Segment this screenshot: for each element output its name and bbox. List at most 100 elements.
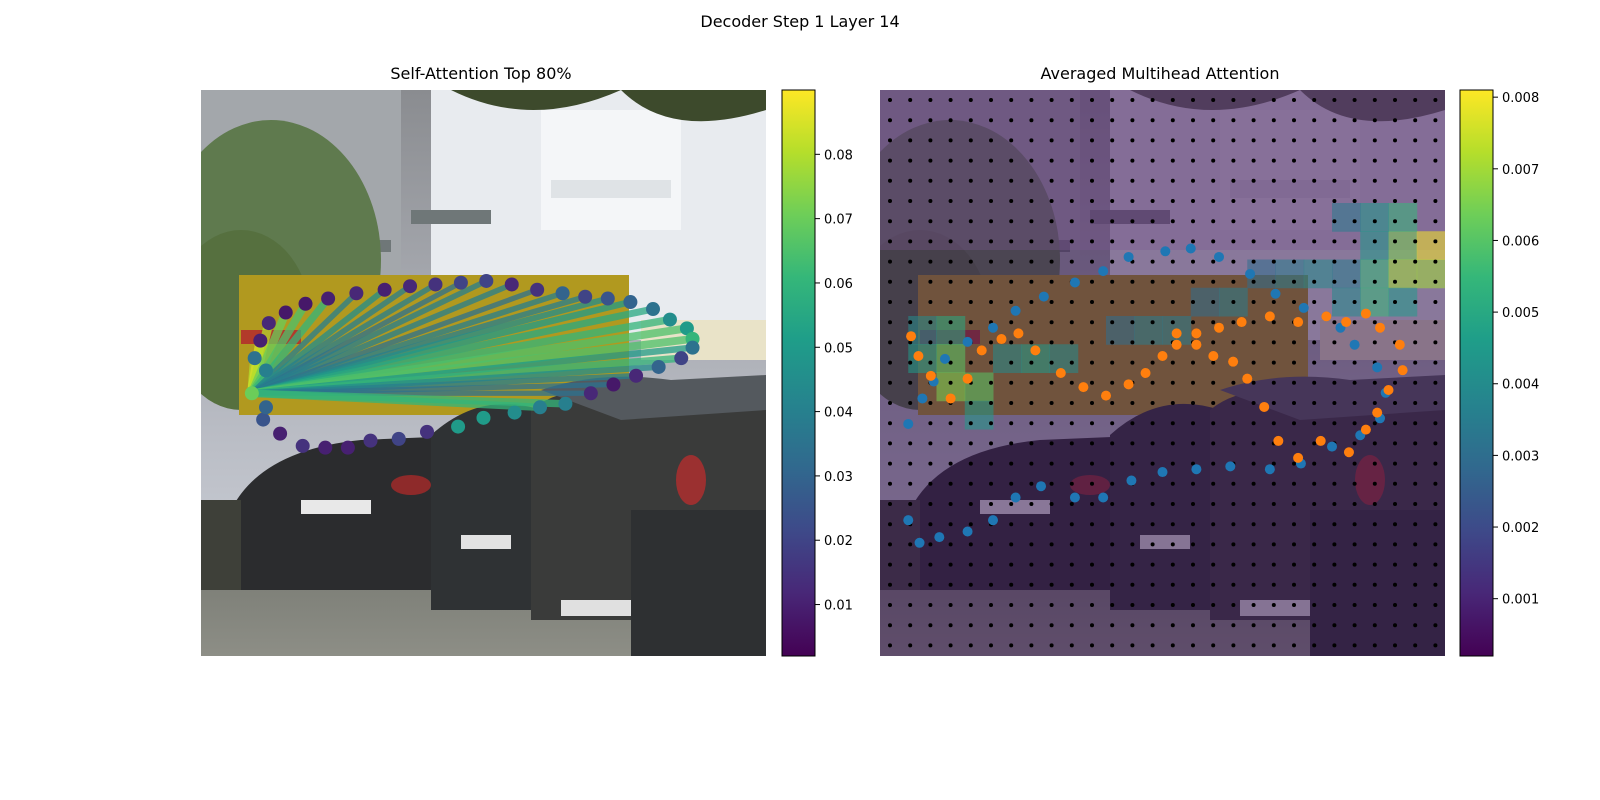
grid-dot xyxy=(1231,259,1236,264)
grid-dot xyxy=(1170,481,1175,486)
grid-dot xyxy=(1372,320,1377,325)
grid-dot xyxy=(928,522,933,527)
grid-dot xyxy=(989,481,993,486)
grid-dot xyxy=(968,239,973,244)
grid-dot xyxy=(1069,461,1074,466)
point-marker xyxy=(507,405,522,420)
grid-dot xyxy=(1211,582,1216,587)
colorbar-tick-label: 0.06 xyxy=(824,277,853,292)
grid-dot xyxy=(908,481,913,486)
blue-point xyxy=(1069,492,1080,503)
grid-dot xyxy=(1130,239,1135,244)
grid-dot xyxy=(1332,562,1337,567)
grid-dot xyxy=(1009,441,1014,446)
grid-dot xyxy=(1352,562,1357,567)
grid-dot xyxy=(1069,380,1074,385)
grid-dot xyxy=(1433,219,1438,224)
grid-dot xyxy=(1433,603,1438,607)
orange-point xyxy=(1208,351,1219,362)
grid-dot xyxy=(1372,118,1377,123)
grid-dot xyxy=(989,279,993,284)
grid-dot xyxy=(1251,158,1256,163)
point-marker xyxy=(247,351,262,366)
grid-dot xyxy=(968,461,973,466)
grid-dot xyxy=(1170,421,1175,426)
grid-dot xyxy=(1009,562,1014,567)
point-marker xyxy=(428,277,443,292)
grid-dot xyxy=(1352,138,1357,143)
grid-dot xyxy=(1211,643,1216,648)
grid-dot xyxy=(1271,320,1276,325)
grid-dot xyxy=(1292,603,1296,607)
blue-point xyxy=(1010,305,1021,316)
blue-point xyxy=(903,515,914,526)
grid-dot xyxy=(888,441,892,446)
grid-dot xyxy=(1332,158,1337,163)
orange-point xyxy=(1140,368,1151,378)
grid-dot xyxy=(1191,118,1195,123)
grid-dot xyxy=(1332,178,1337,183)
grid-dot xyxy=(1029,138,1034,143)
grid-dot xyxy=(1130,522,1135,527)
grid-dot xyxy=(1312,279,1317,284)
grid-dot xyxy=(888,502,892,506)
grid-dot xyxy=(1009,259,1014,264)
grid-dot xyxy=(888,199,892,203)
orange-point xyxy=(1293,452,1304,463)
colorbar-tick-label: 0.003 xyxy=(1502,449,1539,464)
grid-dot xyxy=(888,300,892,304)
colorbar-tick-label: 0.03 xyxy=(824,470,853,485)
grid-dot xyxy=(1393,138,1397,143)
heat-cell xyxy=(964,400,994,430)
grid-dot xyxy=(1231,219,1236,224)
heat-cell xyxy=(1106,316,1135,345)
grid-dot xyxy=(1090,138,1094,143)
grid-dot xyxy=(1009,360,1014,365)
grid-dot xyxy=(1271,219,1276,224)
grid-dot xyxy=(1312,401,1317,405)
grid-dot xyxy=(989,542,993,547)
blue-point xyxy=(1225,461,1236,472)
grid-dot xyxy=(888,481,892,486)
grid-dot xyxy=(1150,562,1155,567)
heat-cell xyxy=(1049,344,1079,373)
grid-dot xyxy=(1332,502,1337,506)
grid-dot xyxy=(1191,421,1195,426)
grid-dot xyxy=(1332,461,1337,466)
grid-dot xyxy=(1413,401,1418,405)
grid-dot xyxy=(1292,98,1296,102)
point-marker xyxy=(530,282,545,297)
grid-dot xyxy=(1069,603,1074,607)
grid-dot xyxy=(1292,421,1296,426)
grid-dot xyxy=(888,421,892,426)
heat-cell xyxy=(1388,287,1418,317)
grid-dot xyxy=(1231,178,1236,183)
grid-dot xyxy=(1191,279,1195,284)
grid-dot xyxy=(1170,199,1175,203)
grid-dot xyxy=(908,360,913,365)
grid-dot xyxy=(1191,138,1195,143)
grid-dot xyxy=(968,603,973,607)
grid-dot xyxy=(1029,643,1034,648)
grid-dot xyxy=(1271,461,1276,466)
grid-dot xyxy=(1413,219,1418,224)
grid-dot xyxy=(1352,118,1357,123)
point-marker xyxy=(583,386,598,401)
grid-dot xyxy=(1090,118,1094,123)
grid-dot xyxy=(1110,118,1115,123)
grid-dot xyxy=(1332,421,1337,426)
grid-dot xyxy=(948,239,953,244)
grid-dot xyxy=(989,98,993,102)
grid-dot xyxy=(1049,199,1054,203)
grid-dot xyxy=(1352,542,1357,547)
grid-dot xyxy=(1110,441,1115,446)
grid-dot xyxy=(1049,259,1054,264)
grid-dot xyxy=(1191,623,1195,628)
grid-dot xyxy=(1231,481,1236,486)
grid-dot xyxy=(1413,380,1418,385)
grid-dot xyxy=(948,502,953,506)
grid-dot xyxy=(1433,320,1438,325)
orange-point xyxy=(996,334,1007,345)
point-marker xyxy=(256,412,271,427)
grid-dot xyxy=(948,178,953,183)
